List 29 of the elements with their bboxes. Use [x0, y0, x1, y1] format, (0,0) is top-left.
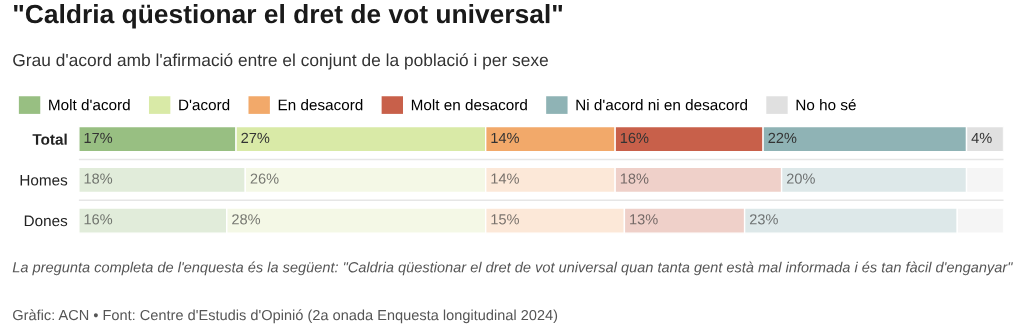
y-tick-label: Homes — [20, 174, 68, 186]
legend-label: D'acord — [179, 99, 230, 111]
data-label: 26% — [250, 173, 279, 184]
chart-title: "Caldria qüestionar el dret de vot universal" — [14, 3, 563, 29]
data-label: 13% — [630, 214, 658, 225]
data-label: 16% — [620, 132, 649, 144]
data-label: 23% — [749, 214, 778, 225]
data-label: 14% — [491, 173, 519, 184]
data-label: 18% — [84, 173, 113, 184]
chart-subtitle: Grau d'acord amb l'afirmació entre el conjunt de la població i per sexe — [13, 53, 548, 70]
data-label: 20% — [786, 173, 815, 184]
legend-label: Molt d'acord — [49, 99, 130, 111]
data-label: 4% — [971, 132, 992, 144]
y-tick-label: Total — [32, 133, 67, 145]
data-label: 16% — [84, 214, 113, 225]
legend-label: No ho sé — [796, 98, 856, 111]
data-label: 22% — [768, 132, 797, 144]
data-label: 18% — [620, 173, 649, 184]
data-label: 14% — [491, 132, 519, 144]
data-label: 15% — [491, 214, 519, 225]
legend-label: En desacord — [278, 99, 363, 111]
data-label: 27% — [241, 132, 270, 144]
legend-label: Molt en desacord — [411, 99, 527, 111]
text: La pregunta completa de l'enquesta és la següent: "Caldria qüestionar el dret de vot universal quan tanta gent està mal informada i és tan fàcil d'enganyar" — [12, 261, 1013, 276]
legend-label: Ni d'acord ni en desacord — [576, 99, 747, 111]
data-label: 28% — [232, 214, 261, 225]
y-tick-label: Dones — [24, 215, 68, 227]
data-label: 17% — [84, 132, 113, 144]
text: Gràfic: ACN • Font: Centre d'Estudis d'Opinió (2a onada Enquesta longitudinal 2024) — [13, 309, 558, 324]
